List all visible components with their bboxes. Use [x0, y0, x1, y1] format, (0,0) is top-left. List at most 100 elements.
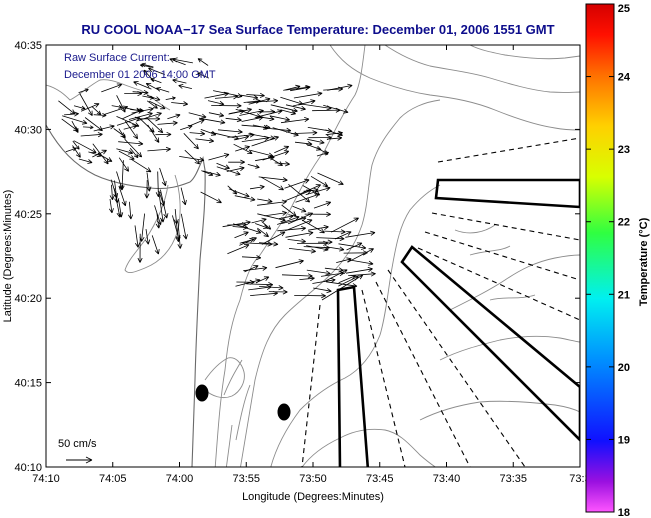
- current-vector: [91, 106, 102, 116]
- colorbar-tick-label: 24: [618, 72, 631, 84]
- current-vector: [327, 83, 353, 91]
- current-vector: [109, 184, 115, 200]
- colorbar-tick-label: 23: [618, 144, 630, 156]
- y-tick-label: 40:15: [14, 378, 42, 390]
- contour-line: [439, 335, 580, 361]
- current-vector: [200, 191, 222, 204]
- current-vector: [310, 175, 329, 187]
- current-vector: [288, 248, 316, 254]
- current-vector: [116, 116, 140, 127]
- contour-line: [223, 359, 251, 467]
- current-vector: [285, 219, 313, 232]
- current-vector: [345, 267, 373, 274]
- current-vector: [167, 113, 181, 120]
- annotation-line-1: Raw Surface Current:: [64, 52, 170, 64]
- current-vector: [299, 184, 322, 195]
- current-vector: [227, 244, 250, 255]
- contour-line: [301, 428, 437, 467]
- current-vector: [128, 111, 153, 120]
- current-vector: [183, 133, 199, 150]
- current-vector: [189, 131, 206, 137]
- current-vector: [308, 225, 329, 231]
- current-vector: [244, 265, 259, 273]
- y-tick-label: 40:20: [14, 293, 42, 305]
- current-vector: [338, 243, 367, 250]
- current-vector: [148, 67, 165, 75]
- current-vector: [118, 199, 124, 218]
- current-vector: [247, 164, 260, 169]
- colorbar-tick-label: 21: [618, 289, 630, 301]
- current-vector: [293, 91, 323, 99]
- bathymetry-contours: [46, 45, 580, 467]
- current-vector: [257, 213, 286, 222]
- station-marker: [277, 403, 291, 421]
- current-vector: [159, 167, 167, 187]
- current-vector: [172, 215, 181, 241]
- current-vector: [78, 158, 93, 164]
- current-vector: [108, 198, 114, 214]
- current-vector: [241, 241, 273, 247]
- current-vector: [240, 94, 259, 100]
- contour-line: [270, 184, 441, 467]
- colorbar-tick-label: 22: [618, 217, 630, 229]
- current-vector: [204, 91, 229, 99]
- current-vector: [216, 162, 230, 170]
- x-tick-label: 73:35: [499, 473, 527, 485]
- current-vector: [143, 69, 155, 82]
- current-vector: [288, 183, 311, 203]
- current-vector: [73, 140, 97, 154]
- track-box-southeast: [400, 245, 580, 442]
- figure-title: RU COOL NOAA−17 Sea Surface Temperature:…: [81, 22, 554, 37]
- current-vector: [261, 176, 284, 191]
- dashed-track: [361, 289, 406, 467]
- current-vector: [323, 104, 349, 114]
- current-vector: [249, 184, 265, 190]
- dashed-track: [375, 281, 471, 467]
- current-vector: [306, 269, 331, 276]
- current-vector: [291, 130, 318, 136]
- dashed-track: [424, 231, 580, 281]
- y-axis-label: Latitude (Degrees:Minutes): [2, 190, 14, 323]
- current-vector: [234, 231, 249, 239]
- current-vector: [241, 124, 271, 130]
- current-vector: [172, 78, 187, 84]
- current-vector: [114, 180, 120, 204]
- colorbar-label: Temperature (°C): [638, 217, 650, 306]
- current-vector: [313, 201, 332, 209]
- current-vector: [211, 103, 242, 109]
- current-vector: [241, 255, 262, 261]
- current-vector: [172, 57, 193, 64]
- current-vector: [233, 143, 253, 154]
- current-vector: [306, 138, 325, 145]
- current-vector: [178, 84, 192, 89]
- current-vector: [146, 100, 158, 109]
- current-vector: [62, 115, 88, 125]
- current-vector: [287, 238, 306, 244]
- current-vector: [331, 217, 359, 233]
- current-vector: [148, 100, 166, 110]
- current-vector: [316, 151, 329, 157]
- current-vector: [195, 138, 215, 144]
- current-vector: [144, 180, 150, 199]
- x-axis: 74:10 74:05 74:00 73:55 73:50 73:45 73:40 73:35…: [32, 45, 591, 485]
- current-vector: [239, 108, 264, 116]
- current-vector: [277, 226, 307, 232]
- current-vector: [173, 209, 179, 225]
- current-vector: [63, 111, 79, 117]
- current-vector: [241, 135, 270, 142]
- annotation-line-2: December 01 2006 14:00 GMT: [64, 69, 216, 81]
- current-vector: [324, 269, 348, 282]
- current-vector: [118, 186, 127, 207]
- scale-label: 50 cm/s: [58, 438, 97, 450]
- colorbar: 25 24 23 22 21 20 19 18 Temperature (°C): [585, 3, 650, 518]
- current-vector: [234, 195, 256, 202]
- sampling-tracks: [195, 137, 580, 467]
- contour-line: [454, 224, 536, 301]
- track-box-east: [434, 178, 580, 209]
- current-vector: [257, 227, 269, 238]
- y-axis: 40:35 40:30 40:25 40:20 40:15 40:10: [14, 40, 580, 474]
- dashed-track: [431, 212, 580, 241]
- current-vector: [257, 199, 287, 206]
- contour-line: [469, 45, 580, 60]
